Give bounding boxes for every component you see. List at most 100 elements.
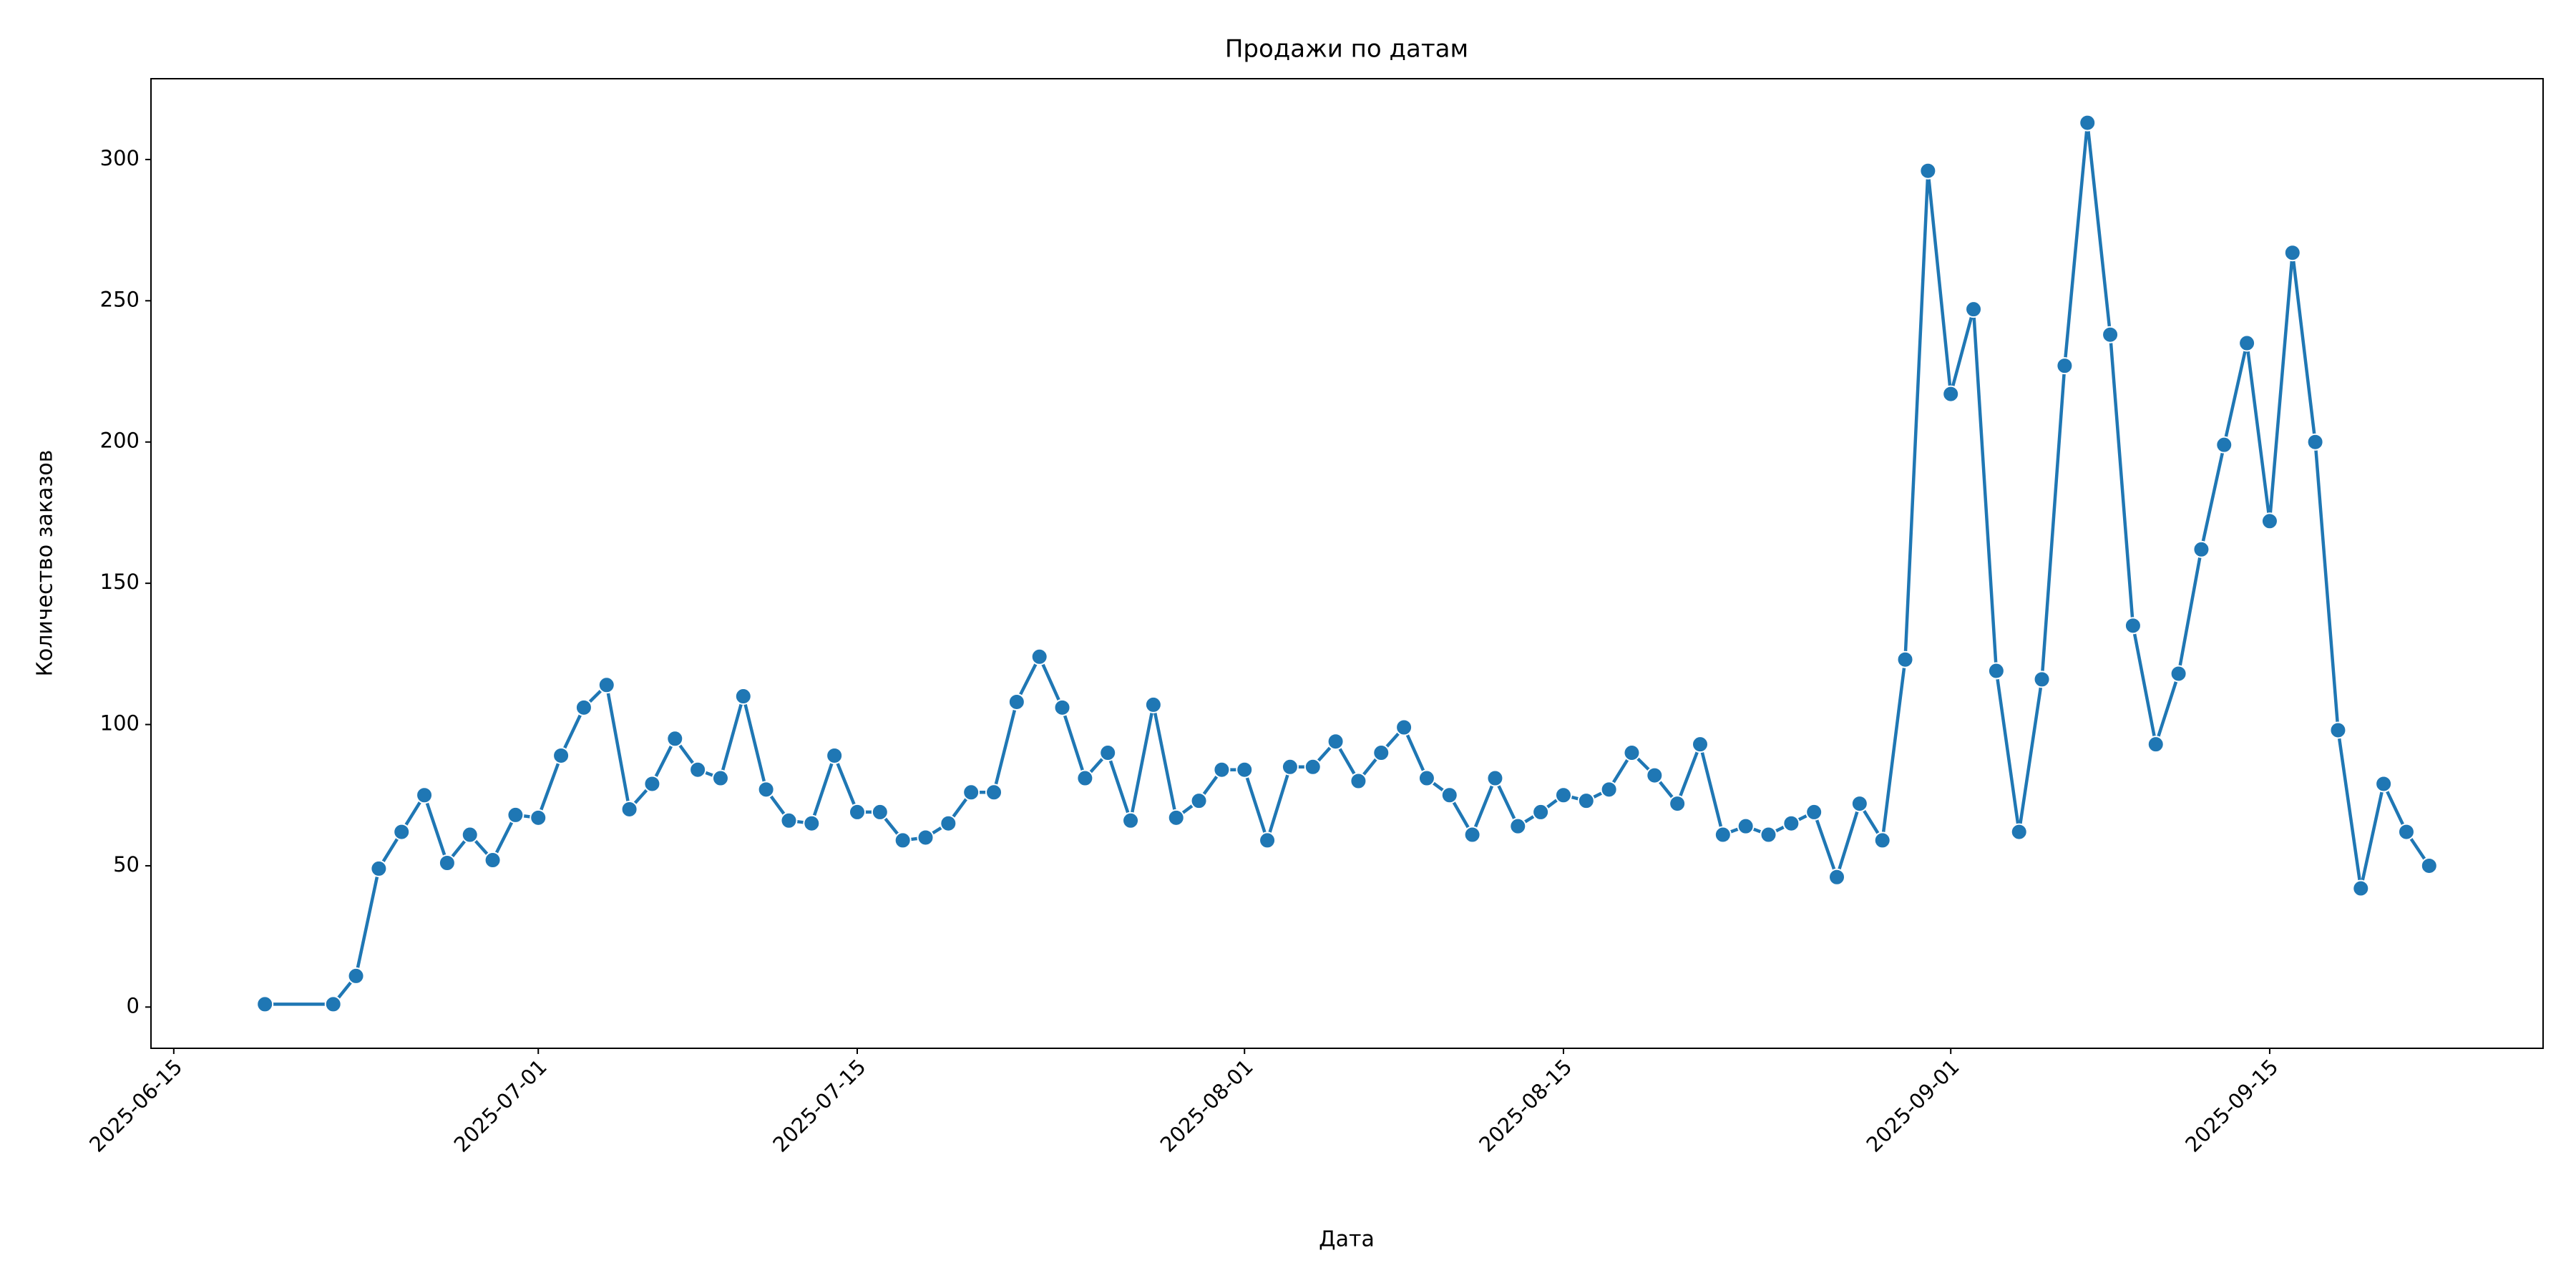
marker: [2056, 357, 2074, 375]
marker: [1463, 826, 1481, 844]
y-tick-label: 200: [100, 429, 140, 453]
marker: [2420, 857, 2438, 874]
marker: [1509, 817, 1527, 835]
marker: [347, 967, 365, 985]
marker: [2283, 244, 2301, 262]
marker: [940, 814, 957, 832]
y-tick-label: 50: [113, 852, 140, 877]
marker: [2147, 736, 2165, 753]
marker: [1167, 809, 1185, 826]
marker: [666, 730, 684, 748]
marker: [2079, 114, 2097, 132]
marker: [848, 803, 866, 821]
marker: [1190, 792, 1208, 810]
marker: [1669, 795, 1687, 813]
marker: [871, 803, 889, 821]
marker: [1828, 868, 1846, 886]
marker: [1440, 786, 1458, 804]
marker: [1053, 698, 1071, 716]
y-tick-label: 100: [100, 711, 140, 736]
marker: [393, 823, 411, 841]
marker: [2375, 775, 2393, 793]
marker: [803, 814, 821, 832]
marker: [2329, 721, 2347, 739]
marker: [530, 809, 547, 826]
marker: [2306, 433, 2324, 451]
marker: [2010, 823, 2028, 841]
y-tick-label: 250: [100, 287, 140, 311]
marker: [711, 769, 729, 787]
marker: [597, 676, 615, 694]
marker: [1965, 301, 1983, 318]
marker: [1350, 772, 1367, 790]
marker: [2170, 665, 2187, 683]
marker: [689, 761, 707, 779]
marker: [1805, 803, 1823, 821]
marker: [1600, 781, 1618, 799]
marker: [461, 826, 479, 844]
marker: [2215, 436, 2233, 454]
marker: [324, 995, 342, 1013]
marker: [2124, 617, 2142, 635]
marker: [894, 831, 912, 849]
marker: [1896, 650, 1914, 668]
marker: [1850, 795, 1868, 813]
marker: [1144, 696, 1162, 713]
marker: [1760, 826, 1777, 844]
marker: [757, 781, 775, 799]
marker: [438, 854, 456, 872]
x-axis-label: Дата: [1319, 1227, 1375, 1252]
marker: [826, 746, 844, 764]
marker: [1395, 718, 1413, 736]
marker: [1623, 744, 1641, 762]
marker: [1919, 162, 1937, 180]
marker: [1486, 769, 1504, 787]
marker: [2192, 540, 2210, 558]
y-tick-label: 300: [100, 146, 140, 170]
marker: [1577, 792, 1595, 810]
marker: [484, 852, 502, 869]
y-axis-label: Количество заказов: [33, 450, 58, 677]
chart-title: Продажи по датам: [1225, 35, 1468, 64]
marker: [507, 806, 525, 824]
line: [265, 121, 2431, 1006]
marker: [2260, 512, 2278, 530]
marker: [1327, 733, 1345, 751]
marker: [1942, 385, 1960, 403]
marker: [1873, 831, 1891, 849]
y-tick-label: 0: [127, 993, 140, 1018]
marker: [1122, 811, 1140, 829]
marker: [985, 784, 1003, 801]
marker: [1737, 817, 1755, 835]
marker: [1304, 758, 1322, 776]
marker: [734, 688, 752, 706]
marker: [1691, 736, 1709, 753]
marker: [962, 784, 980, 801]
marker: [2352, 879, 2370, 897]
marker: [1281, 758, 1299, 776]
marker: [780, 811, 798, 829]
marker: [2238, 334, 2256, 352]
plot-frame: [150, 78, 2544, 1049]
marker: [1030, 648, 1048, 665]
marker: [1714, 826, 1732, 844]
marker: [2397, 823, 2415, 841]
marker: [1099, 744, 1117, 762]
marker: [620, 800, 638, 818]
marker: [370, 859, 388, 877]
marker: [917, 829, 935, 847]
marker: [1213, 761, 1231, 779]
marker: [1532, 803, 1550, 821]
marker: [1236, 761, 1254, 779]
marker: [416, 786, 434, 804]
marker: [1418, 769, 1435, 787]
marker: [1782, 814, 1800, 832]
marker: [1554, 786, 1572, 804]
marker: [1646, 766, 1664, 784]
marker: [1987, 662, 2005, 680]
marker: [2102, 326, 2119, 343]
marker: [256, 995, 274, 1013]
y-tick-label: 150: [100, 570, 140, 594]
